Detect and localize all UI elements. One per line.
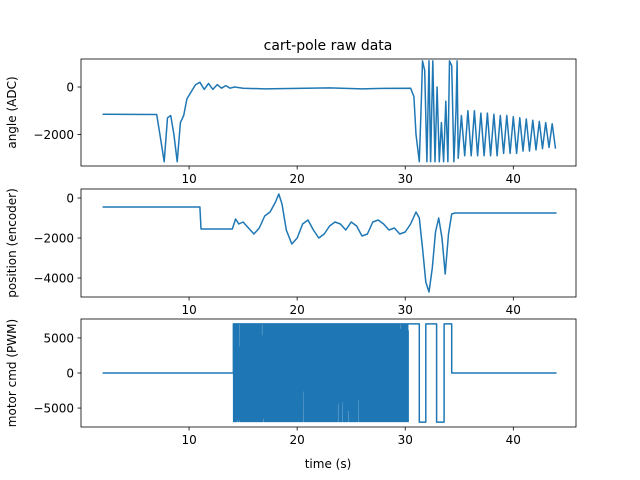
- y-axis-label: motor cmd (PWM): [5, 319, 19, 427]
- axes-frame: [80, 188, 577, 298]
- series-line-0: [102, 60, 557, 163]
- y-tick-label: 5000: [43, 331, 74, 345]
- plot-area: [102, 193, 557, 293]
- series-line-0: [102, 193, 557, 293]
- y-tick-label: −2000: [33, 128, 74, 142]
- pwm-noise-fill: [233, 323, 409, 423]
- y-tick-label: 0: [66, 80, 74, 94]
- y-axis-label: position (encoder): [5, 188, 19, 298]
- axes-frame: [80, 58, 577, 167]
- y-tick-label: −4000: [33, 272, 74, 286]
- x-tick-label: 20: [290, 433, 305, 447]
- chart-title: cart-pole raw data: [264, 38, 393, 54]
- plot-area: [102, 323, 557, 423]
- y-tick-label: −2000: [33, 232, 74, 246]
- y-tick-label: 0: [66, 367, 74, 381]
- y-tick-label: 0: [66, 192, 74, 206]
- x-tick-label: 40: [506, 172, 521, 186]
- y-tick-label: −5000: [33, 402, 74, 416]
- subplot-position: 10 20 30 40 0 −2000 −4000 position (encoder): [5, 188, 577, 317]
- x-tick-label: 40: [506, 303, 521, 317]
- series-line-0: [102, 323, 557, 423]
- x-tick-label: 10: [181, 303, 196, 317]
- x-tick-label: 30: [398, 433, 413, 447]
- x-tick-label: 20: [290, 172, 305, 186]
- y-axis-label: angle (ADC): [5, 76, 19, 148]
- x-tick-label: 10: [181, 172, 196, 186]
- x-tick-label: 40: [506, 433, 521, 447]
- x-tick-label: 20: [290, 303, 305, 317]
- x-tick-label: 30: [398, 172, 413, 186]
- x-axis-label: time (s): [305, 457, 352, 471]
- subplot-angle: 10 20 30 40 0 −2000 angle (ADC): [5, 58, 577, 186]
- subplot-motor-cmd: 10 20 30 40 5000 0 −5000 motor cmd (PWM): [5, 318, 577, 447]
- x-tick-label: 30: [398, 303, 413, 317]
- plot-area: [102, 60, 557, 163]
- x-tick-label: 10: [181, 433, 196, 447]
